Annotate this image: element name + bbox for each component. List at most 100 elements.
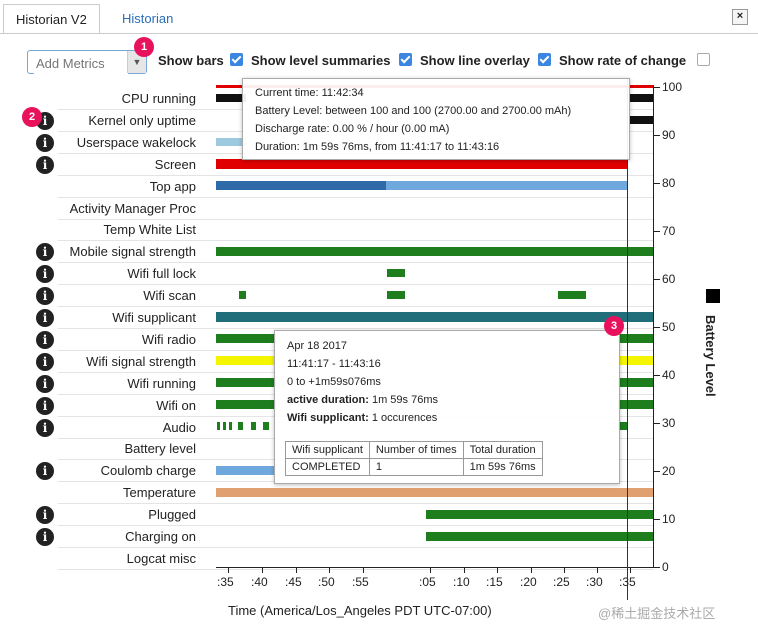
mobile-signal-bar[interactable] — [216, 247, 654, 256]
y-tick — [653, 375, 660, 376]
close-icon[interactable]: × — [732, 9, 748, 25]
charging-on-bar[interactable] — [426, 532, 654, 541]
coulomb-charge-bar[interactable] — [216, 466, 276, 475]
wifi-scan-bar[interactable] — [387, 291, 405, 299]
x-axis-title: Time (America/Los_Angeles PDT UTC-07:00) — [228, 603, 492, 618]
top-app-bar[interactable] — [216, 181, 386, 190]
wifi-running-bar[interactable] — [216, 378, 276, 387]
row-gridline — [58, 197, 654, 198]
userspace-wakelock-bar[interactable] — [216, 138, 246, 146]
row-label: Logcat misc — [126, 551, 196, 566]
wifi-full-lock-bar[interactable] — [387, 269, 405, 277]
callout-badge-1: 1 — [134, 37, 154, 57]
info-icon[interactable]: i — [36, 156, 54, 174]
add-metrics-input[interactable] — [34, 52, 128, 74]
y-tick — [653, 519, 660, 520]
show-rate-of-change-label: Show rate of change — [559, 53, 687, 68]
battery-tooltip: Current time: 11:42:34 Battery Level: be… — [242, 78, 630, 160]
info-icon[interactable]: i — [36, 287, 54, 305]
audio-bar[interactable] — [238, 422, 243, 430]
x-tick — [228, 567, 229, 573]
row-label: Wifi supplicant — [112, 310, 196, 325]
info-icon[interactable]: i — [36, 134, 54, 152]
info-icon[interactable]: i — [36, 462, 54, 480]
info-icon[interactable]: i — [36, 309, 54, 327]
time-cursor-line[interactable] — [627, 78, 628, 600]
audio-bar[interactable] — [223, 422, 226, 430]
wifi-scan-bar[interactable] — [558, 291, 586, 299]
y-tick-label: 20 — [662, 464, 676, 478]
wifi-running-bar[interactable] — [618, 378, 654, 387]
audio-bar[interactable] — [263, 422, 269, 430]
x-tick-label: :50 — [318, 575, 335, 589]
y-tick-label: 80 — [662, 176, 676, 190]
show-rate-of-change-checkbox[interactable] — [697, 53, 710, 66]
active-duration-label: active duration: — [287, 394, 369, 406]
supplicant-count-value: 1 occurences — [368, 412, 438, 424]
row-label: Battery level — [124, 441, 196, 456]
wifi-radio-bar[interactable] — [618, 334, 654, 343]
row-gridline — [58, 525, 654, 526]
y-tick — [653, 183, 660, 184]
tooltip-date: Apr 18 2017 — [287, 340, 347, 352]
info-icon[interactable]: i — [36, 243, 54, 261]
y-tick — [653, 279, 660, 280]
x-tick — [464, 567, 465, 573]
show-level-summaries-checkbox[interactable] — [399, 53, 412, 66]
info-icon[interactable]: i — [36, 528, 54, 546]
y-tick — [653, 327, 660, 328]
x-tick-label: :35 — [217, 575, 234, 589]
info-icon[interactable]: i — [36, 397, 54, 415]
screen-bar[interactable] — [216, 159, 628, 169]
audio-bar[interactable] — [251, 422, 256, 430]
table-cell: 1 — [368, 458, 464, 476]
wifi-on-bar[interactable] — [618, 400, 654, 409]
info-icon[interactable]: i — [36, 265, 54, 283]
table-header: Wifi supplicant — [285, 441, 370, 459]
cpu-running-bar[interactable] — [630, 94, 654, 102]
tab-divider — [0, 33, 758, 34]
info-icon[interactable]: i — [36, 331, 54, 349]
info-icon[interactable]: i — [36, 506, 54, 524]
wifi-signal-bar[interactable] — [618, 356, 654, 365]
show-bars-checkbox[interactable] — [230, 53, 243, 66]
x-tick-label: :30 — [586, 575, 603, 589]
row-label: Audio — [162, 420, 196, 435]
kernel-uptime-bar[interactable] — [630, 116, 654, 124]
audio-bar[interactable] — [217, 422, 220, 430]
x-tick — [564, 567, 565, 573]
x-tick — [630, 567, 631, 573]
cpu-running-bar[interactable] — [216, 94, 246, 102]
wifi-on-bar[interactable] — [216, 400, 276, 409]
row-label: Wifi on — [156, 398, 196, 413]
tooltip-duration: Duration: 1m 59s 76ms, from 11:41:17 to … — [255, 141, 500, 153]
table-header: Number of times — [368, 441, 464, 459]
tooltip-time-range: 11:41:17 - 11:43:16 — [287, 358, 381, 370]
show-bars-label: Show bars — [158, 53, 224, 68]
callout-badge-3: 3 — [604, 316, 624, 336]
tab-historian[interactable]: Historian — [122, 11, 174, 26]
tooltip-supplicant-count: Wifi supplicant: 1 occurences — [287, 412, 437, 424]
info-icon[interactable]: i — [36, 419, 54, 437]
tooltip-current-time: Current time: 11:42:34 — [255, 87, 364, 99]
top-app-bar[interactable] — [386, 181, 628, 190]
add-metrics-select[interactable]: ▼ — [27, 50, 147, 74]
x-tick — [497, 567, 498, 573]
table-header-row: Wifi supplicant Number of times Total du… — [285, 441, 543, 459]
x-tick — [597, 567, 598, 573]
y-tick-label: 60 — [662, 272, 676, 286]
info-icon[interactable]: i — [36, 353, 54, 371]
audio-bar[interactable] — [618, 422, 628, 430]
wifi-scan-bar[interactable] — [239, 291, 246, 299]
wifi-signal-bar[interactable] — [216, 356, 276, 365]
show-line-overlay-checkbox[interactable] — [538, 53, 551, 66]
temperature-bar[interactable] — [216, 488, 654, 497]
info-icon[interactable]: i — [36, 375, 54, 393]
wifi-radio-bar[interactable] — [216, 334, 276, 343]
audio-bar[interactable] — [229, 422, 232, 430]
plugged-bar[interactable] — [426, 510, 654, 519]
tab-historian-v2[interactable]: Historian V2 — [3, 4, 100, 34]
x-tick-label: :45 — [285, 575, 302, 589]
wifi-supplicant-bar[interactable] — [216, 312, 654, 322]
x-tick — [430, 567, 431, 573]
